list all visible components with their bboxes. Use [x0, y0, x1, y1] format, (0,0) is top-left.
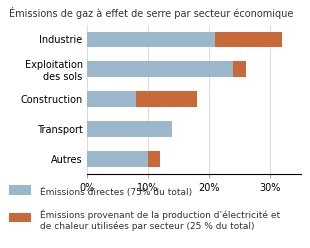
Bar	[215, 31, 282, 47]
Bar	[87, 92, 136, 107]
Bar	[87, 121, 172, 137]
Text: Émissions provenant de la production d’électricité et
de chaleur utilisées par s: Émissions provenant de la production d’é…	[40, 210, 281, 231]
Text: Émissions de gaz à effet de serre par secteur économique: Émissions de gaz à effet de serre par se…	[9, 7, 294, 19]
Bar	[233, 62, 246, 77]
Bar	[148, 151, 160, 167]
Bar	[87, 31, 215, 47]
Bar	[87, 151, 148, 167]
Bar	[87, 62, 233, 77]
Bar	[136, 92, 197, 107]
Text: Émissions directes (75% du total): Émissions directes (75% du total)	[40, 187, 193, 197]
